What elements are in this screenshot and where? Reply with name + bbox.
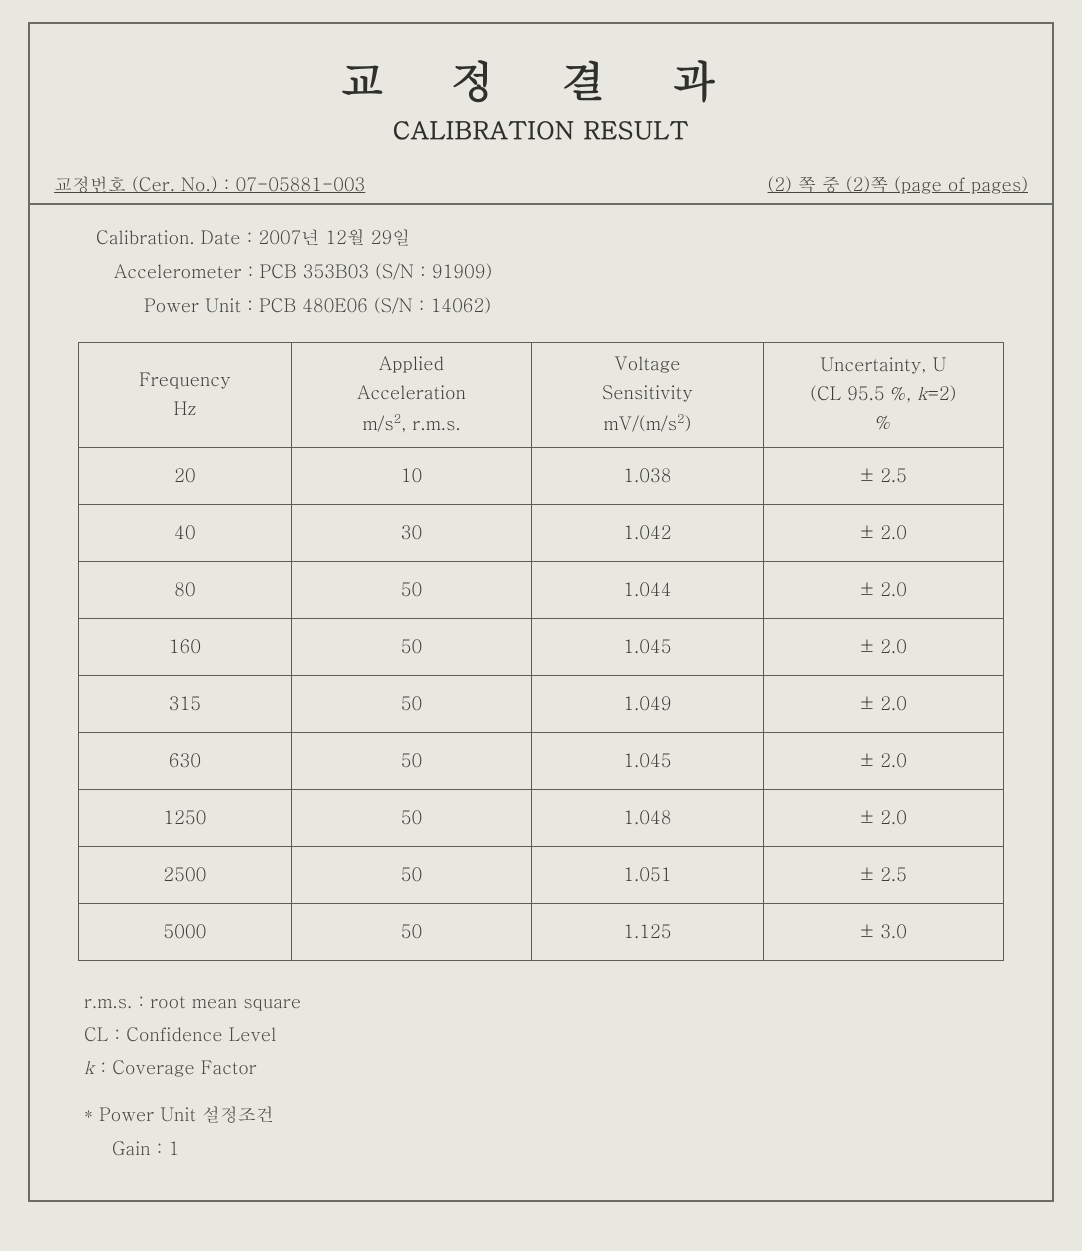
table-cell: 1.038 [532, 447, 763, 504]
table-cell: ± 2.5 [763, 846, 1004, 903]
table-cell: ± 3.0 [763, 903, 1004, 960]
calibration-table: FrequencyHzAppliedAccelerationm/s2, r.m.… [78, 342, 1004, 961]
table-cell: 10 [291, 447, 532, 504]
table-cell: 1.048 [532, 789, 763, 846]
footnotes: r.m.s. : root mean square CL : Confidenc… [30, 961, 1052, 1165]
info-power-unit: Power Unit : PCB 480E06 (S/N : 14062) [96, 289, 1012, 323]
table-cell: 50 [291, 561, 532, 618]
table-row: 630501.045± 2.0 [79, 732, 1004, 789]
table-cell: 30 [291, 504, 532, 561]
table-header-row: FrequencyHzAppliedAccelerationm/s2, r.m.… [79, 342, 1004, 447]
calibration-info: Calibration. Date : 2007년 12월 29일 Accele… [30, 221, 1052, 324]
table-cell: ± 2.0 [763, 732, 1004, 789]
table-row: 80501.044± 2.0 [79, 561, 1004, 618]
table-cell: 5000 [79, 903, 292, 960]
table-cell: 1.042 [532, 504, 763, 561]
note-cl: CL : Confidence Level [84, 1018, 1012, 1051]
table-cell: ± 2.0 [763, 789, 1004, 846]
table-container: FrequencyHzAppliedAccelerationm/s2, r.m.… [30, 324, 1052, 961]
table-row: 160501.045± 2.0 [79, 618, 1004, 675]
table-cell: 50 [291, 846, 532, 903]
table-cell: 1.125 [532, 903, 763, 960]
note-power-unit-title: * Power Unit 설정조건 [84, 1098, 1012, 1131]
info-power-value: PCB 480E06 (S/N : 14062) [259, 293, 491, 318]
table-cell: 50 [291, 789, 532, 846]
title-korean: 교 정 결 과 [30, 48, 1052, 110]
table-cell: 630 [79, 732, 292, 789]
page-of-pages: (2) 쪽 중 (2)쪽 (page of pages) [768, 172, 1028, 197]
table-cell: 50 [291, 732, 532, 789]
table-row: 2500501.051± 2.5 [79, 846, 1004, 903]
table-header-cell: FrequencyHz [79, 342, 292, 447]
table-header-cell: VoltageSensitivitymV/(m/s2) [532, 342, 763, 447]
table-cell: ± 2.5 [763, 447, 1004, 504]
info-date-label: Calibration. Date : [96, 225, 258, 250]
table-cell: 1.045 [532, 618, 763, 675]
table-cell: 40 [79, 504, 292, 561]
table-header-cell: Uncertainty, U(CL 95.5 %, k=2)% [763, 342, 1004, 447]
note-gain: Gain : 1 [84, 1132, 1012, 1165]
table-cell: ± 2.0 [763, 561, 1004, 618]
cert-label: 교정번호 (Cer. No.) : [54, 172, 236, 197]
table-row: 20101.038± 2.5 [79, 447, 1004, 504]
info-accelerometer: Accelerometer : PCB 353B03 (S/N : 91909) [96, 255, 1012, 289]
table-cell: 160 [79, 618, 292, 675]
title-english: CALIBRATION RESULT [30, 112, 1052, 146]
calibration-sheet: 교 정 결 과 CALIBRATION RESULT 교정번호 (Cer. No… [28, 22, 1054, 1202]
table-body: 20101.038± 2.540301.042± 2.080501.044± 2… [79, 447, 1004, 960]
info-accel-label: Accelerometer : [114, 259, 260, 284]
table-row: 40301.042± 2.0 [79, 504, 1004, 561]
note-rms: r.m.s. : root mean square [84, 985, 1012, 1018]
note-k: k : Coverage Factor [84, 1051, 1012, 1084]
table-cell: ± 2.0 [763, 618, 1004, 675]
table-cell: 1.045 [532, 732, 763, 789]
info-date: Calibration. Date : 2007년 12월 29일 [96, 221, 1012, 255]
table-cell: 50 [291, 903, 532, 960]
cert-number: 교정번호 (Cer. No.) : 07-05881-003 [54, 172, 365, 197]
info-accel-value: PCB 353B03 (S/N : 91909) [259, 259, 492, 284]
table-cell: 315 [79, 675, 292, 732]
cert-value: 07-05881-003 [236, 172, 366, 197]
table-cell: 80 [79, 561, 292, 618]
header-meta-row: 교정번호 (Cer. No.) : 07-05881-003 (2) 쪽 중 (… [30, 172, 1052, 203]
table-cell: 1.044 [532, 561, 763, 618]
table-cell: 50 [291, 675, 532, 732]
header-divider [30, 203, 1052, 205]
table-row: 1250501.048± 2.0 [79, 789, 1004, 846]
table-header-cell: AppliedAccelerationm/s2, r.m.s. [291, 342, 532, 447]
table-cell: 1250 [79, 789, 292, 846]
info-date-value: 2007년 12월 29일 [258, 225, 410, 250]
table-cell: 1.051 [532, 846, 763, 903]
info-power-label: Power Unit : [144, 293, 259, 318]
table-cell: 2500 [79, 846, 292, 903]
table-cell: ± 2.0 [763, 675, 1004, 732]
table-row: 315501.049± 2.0 [79, 675, 1004, 732]
table-cell: 20 [79, 447, 292, 504]
table-cell: 50 [291, 618, 532, 675]
table-row: 5000501.125± 3.0 [79, 903, 1004, 960]
table-cell: 1.049 [532, 675, 763, 732]
table-cell: ± 2.0 [763, 504, 1004, 561]
